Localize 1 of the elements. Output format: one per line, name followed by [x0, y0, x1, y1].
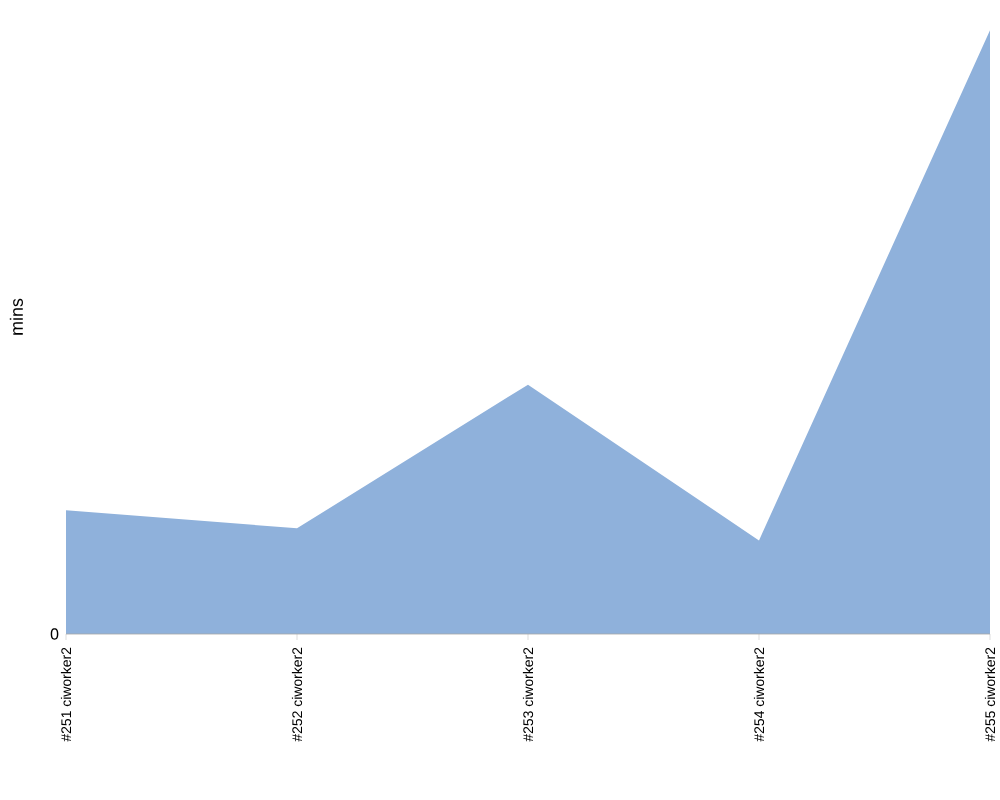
- y-axis-title: mins: [9, 298, 23, 335]
